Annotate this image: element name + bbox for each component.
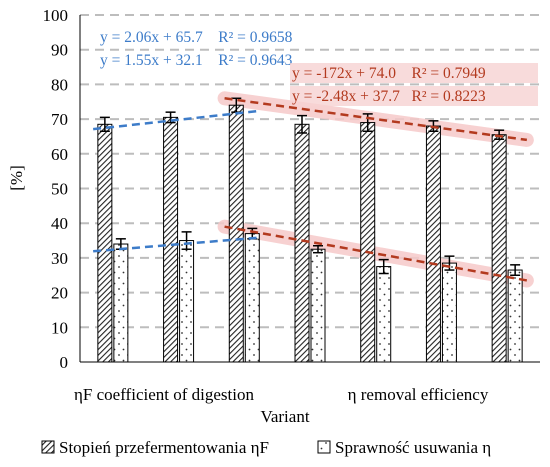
legend-label-digestion: Stopień przefermentowania ηF xyxy=(59,438,269,457)
y-tick-label: 100 xyxy=(43,6,69,25)
y-tick-label: 60 xyxy=(51,145,68,164)
error-bar-series1-cat4 xyxy=(313,245,323,254)
bar-series0-cat4 xyxy=(294,123,310,363)
error-bar-series1-cat2 xyxy=(181,231,192,250)
y-tick-label: 10 xyxy=(51,318,68,337)
bar-series0-cat5 xyxy=(360,122,376,363)
error-bar-series1-cat5 xyxy=(378,258,389,275)
trendlines xyxy=(93,97,528,282)
error-bar-series0-cat7 xyxy=(494,129,505,140)
trend-band-3 xyxy=(217,219,534,288)
legend-swatch-removal xyxy=(317,440,331,454)
y-tick-label: 50 xyxy=(51,180,68,199)
error-bars xyxy=(99,97,521,276)
y-tick-label: 30 xyxy=(51,249,68,268)
bars xyxy=(97,104,523,363)
equation-bg-2 xyxy=(290,63,538,83)
error-bar-series0-cat2 xyxy=(165,111,176,124)
y-tick-labels: 0 10 20 30 40 50 60 70 80 90 100 xyxy=(43,6,69,372)
y-axis-label: [%] xyxy=(7,165,26,190)
y-tick-label: 20 xyxy=(51,284,68,303)
bar-series0-cat1 xyxy=(97,123,113,363)
trend-equation-0: y = 2.06x + 65.7 R² = 0.9658 xyxy=(100,29,293,46)
bar-series1-cat2 xyxy=(179,240,195,363)
trendline-1 xyxy=(93,236,258,253)
trend-bands xyxy=(217,91,534,288)
x-annotation-removal: η removal efficiency xyxy=(348,385,489,404)
y-tick-label: 70 xyxy=(51,110,68,129)
x-axis-label: Variant xyxy=(260,407,309,426)
bar-series1-cat5 xyxy=(376,266,392,363)
y-tick-label: 0 xyxy=(60,353,69,372)
trendline-0 xyxy=(93,109,258,131)
error-bar-series0-cat4 xyxy=(297,114,307,134)
bar-series0-cat6 xyxy=(425,125,441,363)
gridlines xyxy=(80,14,540,329)
equation-bg-3 xyxy=(290,86,538,106)
x-annotation-digestion: ηF coefficient of digestion xyxy=(74,385,254,404)
axes xyxy=(79,15,540,363)
trend-equations: y = 2.06x + 65.7 R² = 0.9658 y = 1.55x + … xyxy=(100,29,538,106)
trend-equation-1: y = 1.55x + 32.1 R² = 0.9643 xyxy=(100,52,293,69)
y-tick-label: 90 xyxy=(51,41,68,60)
bar-series1-cat1 xyxy=(113,243,129,363)
bar-series1-cat7 xyxy=(507,269,523,363)
trendline-2 xyxy=(224,97,528,142)
bar-series0-cat2 xyxy=(163,116,179,363)
bar-series1-cat4 xyxy=(310,248,326,363)
legend: Stopień przefermentowania ηF Sprawność u… xyxy=(41,438,491,457)
legend-label-removal: Sprawność usuwania η xyxy=(335,438,491,457)
error-bar-series0-cat1 xyxy=(99,116,110,132)
y-tick-label: 80 xyxy=(51,75,68,94)
bar-series0-cat3 xyxy=(228,104,244,363)
legend-swatch-digestion xyxy=(41,440,55,454)
error-bar-series1-cat7 xyxy=(510,264,521,276)
bar-series1-cat6 xyxy=(441,262,457,363)
trend-equation-2: y = -172x + 74.0 R² = 0.7949 xyxy=(292,65,486,82)
bar-series1-cat3 xyxy=(244,233,260,363)
trend-equation-3: y = -2.48x + 37.7 R² = 0.8223 xyxy=(292,88,486,105)
y-tick-label: 40 xyxy=(51,214,68,233)
bar-series0-cat7 xyxy=(491,134,507,363)
